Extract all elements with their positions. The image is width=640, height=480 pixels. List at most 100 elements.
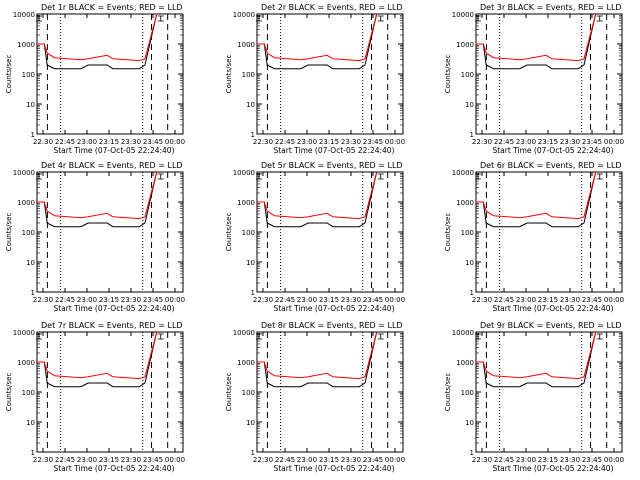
x-tick-label: 23:30 — [341, 456, 361, 464]
y-tick-label: 1000 — [17, 199, 35, 207]
x-tick-label: 23:45 — [582, 138, 602, 146]
panel-det-3: Det 3r BLACK = Events, RED = LLD 1 10 100 10… — [444, 3, 624, 155]
x-tick-label: 23:00 — [297, 138, 317, 146]
y-tick-label: 1000 — [456, 199, 474, 207]
x-tick-label: 00:00 — [165, 138, 185, 146]
y-tick-label: 1 — [251, 449, 255, 457]
x-tick-label: 22:45 — [55, 456, 75, 464]
x-tick-label: 23:00 — [297, 296, 317, 304]
x-axis-label: Start Time (07-Oct-05 22:24:40) — [273, 146, 394, 155]
y-tick-label: 100 — [242, 71, 255, 79]
y-axis-label: Counts/sec — [5, 213, 13, 252]
series-events-line — [476, 13, 597, 70]
y-tick-label: 10 — [26, 419, 35, 427]
chart-title: Det 6r BLACK = Events, RED = LLD — [480, 161, 622, 170]
x-tick-label: 23:15 — [538, 296, 558, 304]
y-tick-label: 10000 — [452, 11, 474, 19]
y-tick-label: 10 — [246, 259, 255, 267]
panel-det-7: Det 7r BLACK = Events, RED = LLD 1 10 100 10… — [5, 321, 185, 473]
series-lld-line — [37, 331, 158, 380]
y-tick-label: 100 — [22, 389, 35, 397]
x-tick-label: 23:15 — [319, 456, 339, 464]
x-tick-label: 22:45 — [275, 138, 295, 146]
series-events-line — [476, 171, 597, 228]
y-axis-label: Counts/sec — [444, 373, 452, 412]
y-axis-label: Counts/sec — [225, 55, 233, 94]
x-tick-label: 23:30 — [341, 296, 361, 304]
y-tick-label: 10 — [26, 259, 35, 267]
x-tick-label: 23:00 — [77, 456, 97, 464]
y-axis-label: Counts/sec — [225, 213, 233, 252]
x-tick-label: 23:30 — [341, 138, 361, 146]
x-tick-label: 22:30 — [33, 456, 53, 464]
state-marker — [256, 173, 262, 180]
series-lld-line — [37, 171, 158, 220]
x-tick-label: 23:45 — [143, 296, 163, 304]
x-tick-label: 22:45 — [494, 296, 514, 304]
x-tick-label: 00:00 — [165, 456, 185, 464]
series-lld-line — [476, 171, 597, 220]
x-tick-label: 23:30 — [560, 138, 580, 146]
series-lld-line — [476, 331, 597, 380]
panel-det-8: Det 8r BLACK = Events, RED = LLD 1 10 100 10… — [225, 321, 405, 473]
chart-title: Det 4r BLACK = Events, RED = LLD — [41, 161, 183, 170]
chart-title: Det 5r BLACK = Events, RED = LLD — [261, 161, 403, 170]
x-tick-label: 22:45 — [494, 138, 514, 146]
series-lld-line — [257, 331, 378, 380]
y-tick-label: 10 — [246, 101, 255, 109]
state-marker — [377, 333, 384, 340]
y-tick-label: 1000 — [237, 199, 255, 207]
state-marker — [157, 333, 164, 340]
x-tick-label: 23:30 — [560, 456, 580, 464]
state-marker — [256, 333, 262, 340]
x-tick-label: 23:00 — [516, 456, 536, 464]
x-tick-label: 23:00 — [516, 138, 536, 146]
x-tick-label: 23:15 — [538, 138, 558, 146]
state-marker — [36, 15, 42, 22]
x-tick-label: 22:45 — [275, 296, 295, 304]
y-tick-label: 100 — [22, 229, 35, 237]
x-tick-label: 22:30 — [472, 138, 492, 146]
state-marker — [377, 15, 384, 22]
y-tick-label: 1000 — [237, 359, 255, 367]
plot-frame — [256, 331, 404, 453]
x-tick-label: 00:00 — [604, 138, 624, 146]
state-marker — [596, 173, 603, 180]
x-tick-label: 22:30 — [472, 456, 492, 464]
x-tick-label: 23:30 — [560, 296, 580, 304]
plot-frame — [36, 171, 184, 293]
x-tick-label: 23:30 — [121, 138, 141, 146]
series-lld-line — [257, 13, 378, 62]
y-tick-label: 1 — [31, 289, 35, 297]
series-events-line — [476, 331, 597, 388]
y-tick-label: 10000 — [13, 329, 35, 337]
x-tick-label: 22:45 — [494, 456, 514, 464]
series-events-line — [37, 13, 158, 70]
plot-frame — [36, 13, 184, 135]
y-tick-label: 1 — [251, 131, 255, 139]
y-tick-label: 10 — [465, 419, 474, 427]
x-tick-label: 22:30 — [253, 296, 273, 304]
x-tick-label: 23:15 — [538, 456, 558, 464]
y-tick-label: 10000 — [233, 11, 255, 19]
plot-frame — [36, 331, 184, 453]
state-marker — [377, 173, 384, 180]
x-tick-label: 23:45 — [582, 296, 602, 304]
x-tick-label: 00:00 — [385, 296, 405, 304]
x-tick-label: 23:45 — [363, 296, 383, 304]
x-tick-label: 23:45 — [582, 456, 602, 464]
y-tick-label: 100 — [461, 389, 474, 397]
plot-frame — [475, 13, 623, 135]
x-tick-label: 22:45 — [55, 138, 75, 146]
x-tick-label: 23:45 — [363, 138, 383, 146]
y-tick-label: 1 — [470, 449, 474, 457]
chart-title: Det 1r BLACK = Events, RED = LLD — [41, 3, 183, 12]
x-tick-label: 00:00 — [165, 296, 185, 304]
y-axis-label: Counts/sec — [225, 373, 233, 412]
panel-det-4: Det 4r BLACK = Events, RED = LLD 1 10 100 10… — [5, 161, 185, 313]
x-axis-label: Start Time (07-Oct-05 22:24:40) — [492, 304, 613, 313]
x-tick-label: 00:00 — [385, 456, 405, 464]
y-tick-label: 1000 — [237, 41, 255, 49]
state-marker — [36, 173, 42, 180]
panel-det-1: Det 1r BLACK = Events, RED = LLD 1 10 100 10… — [5, 3, 185, 155]
